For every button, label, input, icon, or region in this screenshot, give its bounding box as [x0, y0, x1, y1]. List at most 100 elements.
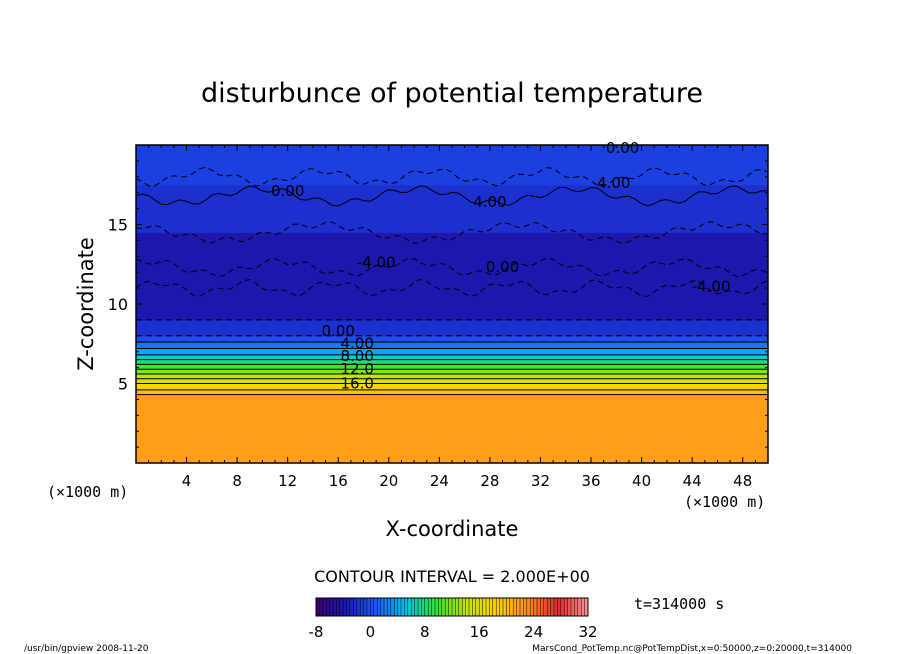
x-tick-label: 16 — [329, 472, 348, 490]
colorbar-segment — [577, 598, 582, 616]
contour-line — [136, 257, 768, 278]
colorbar-segment — [506, 598, 511, 616]
x-axis-label: X-coordinate — [386, 517, 519, 541]
colorbar-segment — [435, 598, 439, 616]
colorbar-segment — [482, 598, 487, 616]
colorbar-segment — [387, 598, 392, 616]
y-tick-label: 5 — [118, 375, 128, 394]
contour-line — [136, 166, 768, 187]
contour-labels: 0.000.004.00-4.000.004.00-4.000.004.008.… — [271, 139, 731, 392]
x-tick-label: 32 — [531, 472, 550, 490]
x-tick-label: 28 — [480, 472, 499, 490]
colorbar-segment — [486, 598, 490, 616]
contour-label: -4.00 — [692, 277, 731, 295]
colorbar-segment — [564, 598, 568, 616]
contour-label: 0.00 — [606, 139, 639, 157]
x-tick-label: 20 — [379, 472, 398, 490]
x-axis-ticks: 4 8 12 16 20 24 28 32 36 40 44 48 — [148, 145, 756, 490]
colorbar-segment — [356, 598, 361, 616]
colorbar-segment — [438, 598, 443, 616]
colorbar-segment — [333, 598, 337, 616]
heatmap-band — [136, 378, 768, 384]
colorbar-segment — [316, 598, 320, 616]
contour-label: 16.0 — [340, 374, 373, 392]
heatmap-band — [136, 359, 768, 365]
colorbar-segment — [367, 598, 371, 616]
colorbar-segment — [584, 598, 589, 616]
colorbar — [315, 597, 589, 617]
colorbar-segment — [407, 598, 412, 616]
colorbar-segment — [353, 598, 358, 616]
x-tick-label: 40 — [632, 472, 651, 490]
colorbar-segment — [516, 598, 521, 616]
colorbar-segment — [411, 598, 415, 616]
contour-label: 4.00 — [597, 174, 630, 192]
colorbar-segment — [475, 598, 480, 616]
colorbar-segment — [503, 598, 507, 616]
colorbar-segment — [414, 598, 419, 616]
colorbar-segment — [319, 598, 324, 616]
colorbar-segment — [418, 598, 422, 616]
y-tick-label: 15 — [108, 216, 128, 235]
heatmap-band — [136, 394, 768, 463]
colorbar-segment — [479, 598, 483, 616]
colorbar-segment — [520, 598, 524, 616]
heatmap-band — [136, 383, 768, 391]
y-tick-label: 10 — [108, 295, 128, 314]
y-axis-label: Z-coordinate — [74, 237, 98, 371]
colorbar-segment — [462, 598, 466, 616]
chart-title: disturbunce of potential temperature — [201, 78, 703, 109]
contour-lines — [136, 166, 768, 396]
x-tick-label: 44 — [683, 472, 702, 490]
colorbar-segment — [557, 598, 562, 616]
colorbar-segment — [554, 598, 558, 616]
colorbar-segment — [370, 598, 375, 616]
heatmap-band — [136, 373, 768, 380]
colorbar-segment — [537, 598, 541, 616]
colorbar-tick-label: 32 — [578, 623, 597, 641]
colorbar-segment — [465, 598, 470, 616]
contour-label: 0.00 — [322, 322, 355, 340]
footer-left: /usr/bin/gpview 2008-11-20 — [24, 644, 149, 654]
contour-label: 8.00 — [340, 347, 373, 365]
x-tick-label: 36 — [581, 472, 600, 490]
x-tick-label: 24 — [430, 472, 449, 490]
colorbar-segment — [533, 598, 538, 616]
heatmap-band — [136, 342, 768, 350]
colorbar-segment — [421, 598, 426, 616]
colorbar-segment — [513, 598, 517, 616]
heatmap-band — [136, 232, 768, 321]
colorbar-segment — [540, 598, 545, 616]
contour-label: 0.00 — [486, 258, 519, 276]
contour-line — [136, 185, 768, 207]
colorbar-segment — [329, 598, 334, 616]
colorbar-segment — [550, 598, 555, 616]
contour-label: -4.00 — [357, 253, 396, 271]
colorbar-segment — [509, 598, 514, 616]
colorbar-segment — [441, 598, 446, 616]
heatmap-band — [136, 369, 768, 375]
heatmap-band — [136, 348, 768, 356]
x-tick-label: 48 — [733, 472, 752, 490]
colorbar-tick-label: -8 — [309, 623, 324, 641]
contour-interval-text: CONTOUR INTERVAL = 2.000E+00 — [314, 567, 590, 586]
colorbar-segment — [401, 598, 405, 616]
colorbar-segment — [360, 598, 364, 616]
heatmap-band — [136, 319, 768, 337]
colorbar-segment — [526, 598, 531, 616]
heatmap-band — [136, 335, 768, 343]
colorbar-segment — [339, 598, 344, 616]
colorbar-segment — [397, 598, 402, 616]
x-tick-label: 12 — [278, 472, 297, 490]
colorbar-segment — [424, 598, 429, 616]
colorbar-segment — [543, 598, 548, 616]
colorbar-segment — [492, 598, 497, 616]
x-tick-label: 8 — [232, 472, 242, 490]
colorbar-tick-label: 16 — [470, 623, 489, 641]
time-label: t=314000 s — [634, 595, 724, 613]
colorbar-segment — [336, 598, 341, 616]
colorbar-segment — [581, 598, 585, 616]
colorbar-segment — [448, 598, 453, 616]
colorbar-segment — [489, 598, 494, 616]
x-tick-label: 4 — [182, 472, 192, 490]
